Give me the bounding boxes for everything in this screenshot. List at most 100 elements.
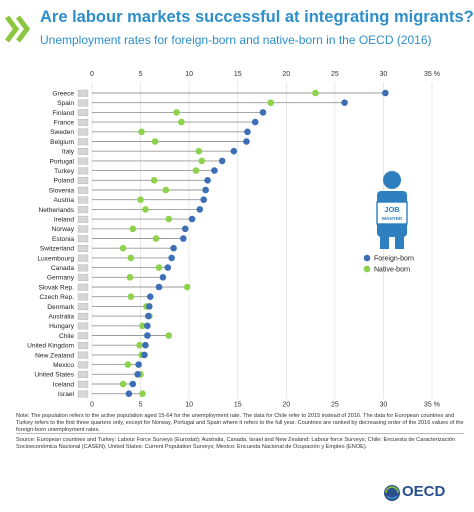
foreign-born-point — [200, 196, 208, 203]
native-born-point — [137, 196, 144, 203]
flag-icon — [77, 109, 89, 117]
sign-text-line1: JOB — [384, 205, 400, 214]
country-label: Greece — [52, 90, 74, 97]
foreign-born-point — [125, 390, 133, 398]
native-born-point — [139, 390, 146, 398]
flag-icon — [77, 312, 89, 320]
country-label: Iceland — [53, 381, 75, 388]
country-label: New Zealand — [35, 352, 74, 359]
country-label: Israel — [58, 391, 75, 398]
country-label: Slovak Rep. — [38, 284, 74, 291]
foreign-born-point — [146, 293, 154, 300]
x-tick-label-bottom: 25 — [331, 402, 339, 409]
flag-icon — [77, 303, 89, 311]
flag-icon — [77, 342, 89, 349]
x-tick-label-top: 0 — [90, 71, 94, 78]
foreign-born-point — [180, 235, 187, 242]
country-label: Canada — [51, 265, 74, 272]
country-label: Slovenia — [49, 187, 75, 194]
chart-notes: Note: The population refers to the activ… — [16, 413, 464, 433]
flag-icon — [77, 118, 89, 126]
country-label: Denmark — [47, 304, 74, 311]
x-tick-label-bottom: 35 % — [424, 402, 440, 409]
native-born-point — [162, 186, 170, 194]
flag-icon — [77, 196, 89, 204]
foreign-born-point — [155, 283, 163, 291]
job-wanted-sign-icon — [376, 201, 408, 225]
flag-icon — [77, 351, 89, 359]
flag-icon — [77, 371, 89, 378]
x-tick-label-top: 10 — [185, 71, 193, 78]
native-born-point — [127, 293, 135, 300]
native-born-point — [155, 264, 163, 271]
native-born-point — [183, 283, 191, 291]
country-label: Australia — [48, 314, 74, 321]
flag-icon — [77, 206, 89, 214]
native-born-point — [267, 99, 275, 106]
foreign-born-point — [146, 303, 153, 310]
country-label: Spain — [57, 100, 74, 107]
foreign-born-point — [144, 322, 151, 330]
legend-label-native-born: Native-born — [374, 267, 410, 274]
native-born-point — [198, 157, 206, 165]
foreign-born-point — [259, 109, 267, 116]
native-born-point — [119, 380, 127, 388]
flag-icon — [77, 254, 89, 262]
flag-icon — [77, 322, 89, 330]
native-born-point — [178, 118, 185, 126]
foreign-born-point — [135, 361, 142, 368]
native-born-point — [126, 274, 134, 281]
foreign-born-point — [181, 225, 189, 233]
foreign-born-point — [168, 254, 175, 262]
country-label: Mexico — [53, 362, 74, 369]
country-label: Ireland — [54, 217, 74, 224]
foreign-born-point — [218, 157, 226, 165]
foreign-born-point — [196, 206, 204, 213]
chart-title: Are labour markets successful at integra… — [40, 8, 474, 26]
oecd-logo-text: OECD — [402, 483, 446, 500]
country-label: Chile — [59, 333, 74, 340]
flag-icon — [77, 167, 89, 175]
foreign-born-point — [243, 138, 250, 145]
flag-icon — [77, 235, 89, 243]
flag-icon — [77, 264, 89, 272]
country-label: Italy — [62, 149, 75, 156]
country-label: Czech Rep. — [40, 294, 75, 301]
native-born-point — [139, 322, 146, 330]
foreign-born-point — [141, 351, 148, 359]
country-label: Turkey — [54, 168, 75, 175]
flag-icon — [77, 380, 89, 388]
flag-icon — [77, 225, 89, 233]
country-label: Netherlands — [38, 207, 74, 214]
foreign-born-point — [204, 177, 211, 184]
legend-label-foreign-born: Foreign-born — [374, 256, 414, 263]
separator — [16, 433, 464, 434]
foreign-born-point — [145, 312, 152, 320]
foreign-born-point — [230, 147, 238, 155]
flag-icon — [77, 361, 89, 369]
native-born-point — [119, 244, 127, 252]
foreign-born-point — [134, 371, 141, 378]
country-label: Hungary — [49, 323, 75, 330]
country-label: Austria — [53, 197, 74, 204]
native-born-point — [192, 167, 200, 174]
legend-marker-native-born — [363, 265, 371, 273]
country-label: Luxembourg — [37, 255, 74, 262]
flag-icon — [77, 148, 89, 155]
x-tick-label-bottom: 0 — [90, 402, 94, 409]
native-born-point — [165, 215, 173, 223]
foreign-born-point — [188, 215, 196, 223]
country-label: United Kingdom — [27, 343, 74, 350]
x-tick-label-top: 25 — [331, 71, 339, 78]
native-born-point — [173, 109, 180, 116]
flag-icon — [77, 390, 89, 398]
flag-icon — [77, 293, 89, 301]
legend-marker-foreign-born — [363, 254, 371, 262]
flag-icon — [77, 274, 89, 281]
native-born-point — [129, 225, 137, 233]
country-label: Finland — [52, 110, 74, 117]
foreign-born-point — [129, 380, 137, 388]
x-tick-label-bottom: 30 — [380, 402, 388, 409]
native-born-point — [195, 147, 203, 155]
flag-icon — [77, 283, 89, 291]
